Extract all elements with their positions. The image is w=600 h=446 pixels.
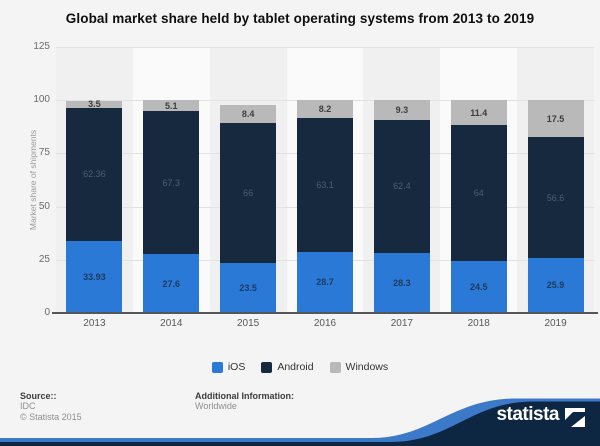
- legend-item-ios[interactable]: iOS: [211, 361, 246, 373]
- bar-label-android-2013: 62.36: [83, 169, 106, 180]
- gridline-125: [56, 47, 594, 48]
- bar-segment-android-2017[interactable]: 62.4: [373, 119, 430, 253]
- bar-label-android-2017: 62.4: [393, 181, 411, 192]
- y-axis-title: Market share of shipments: [28, 129, 38, 231]
- bar-segment-android-2016[interactable]: 63.1: [297, 117, 353, 252]
- bar-segment-ios-2018[interactable]: 24.5: [450, 260, 507, 313]
- bar-label-android-2016: 63.1: [316, 179, 334, 190]
- bar-label-windows-2016: 8.2: [318, 103, 332, 114]
- source-label: Source::: [20, 391, 57, 401]
- legend-label-windows: Windows: [345, 361, 389, 373]
- bar-label-windows-2014: 5.1: [165, 100, 178, 111]
- source-block: Source:: IDC © Statista 2015: [20, 391, 82, 422]
- bar-label-ios-2018: 24.5: [469, 281, 488, 292]
- bar-segment-windows-2016[interactable]: 8.2: [297, 100, 353, 118]
- bar-segment-android-2015[interactable]: 66: [220, 122, 277, 263]
- additional-info-label: Additional Information:: [195, 391, 294, 401]
- y-tick-label-75: 75: [38, 147, 50, 159]
- x-tick-label-2014: 2014: [160, 318, 183, 329]
- bar-label-windows-2019: 17.5: [546, 113, 565, 124]
- y-tick-label-25: 25: [38, 253, 50, 265]
- copyright-text: © Statista 2015: [20, 411, 82, 422]
- legend-swatch-android: [261, 361, 273, 373]
- legend-label-ios: iOS: [227, 361, 246, 373]
- plot-area: 0 25 50 75 100 125 33.93 62.36 3.5 2013 27.6 67.3 5.…: [33, 42, 598, 329]
- y-tick-label-0: 0: [44, 307, 50, 318]
- legend-item-windows[interactable]: Windows: [329, 361, 389, 373]
- bar-segment-ios-2015[interactable]: 23.5: [220, 262, 277, 313]
- bar-segment-android-2018[interactable]: 64: [450, 124, 507, 261]
- source-name: IDC: [20, 401, 36, 411]
- bar-label-ios-2014: 27.6: [162, 278, 181, 289]
- bar-label-ios-2016: 28.7: [316, 277, 334, 288]
- bar-segment-windows-2019[interactable]: 17.5: [527, 100, 584, 138]
- x-tick-label-2018: 2018: [467, 318, 490, 329]
- bar-segment-ios-2019[interactable]: 25.9: [527, 257, 584, 313]
- y-tick-label-100: 100: [33, 94, 50, 106]
- bar-label-ios-2013: 33.93: [83, 271, 106, 282]
- bar-label-windows-2017: 9.3: [395, 105, 409, 116]
- bar-label-ios-2015: 23.5: [239, 282, 257, 293]
- bar-segment-android-2019[interactable]: 56.6: [527, 137, 584, 258]
- bar-label-windows-2015: 8.4: [241, 108, 255, 119]
- bar-label-android-2018: 64: [473, 187, 484, 198]
- bar-segment-android-2013[interactable]: 62.36: [66, 108, 123, 241]
- x-tick-label-2013: 2013: [83, 318, 106, 329]
- bar-label-android-2019: 56.6: [546, 192, 565, 203]
- statista-logo-icon[interactable]: [564, 408, 585, 427]
- bar-segment-ios-2016[interactable]: 28.7: [297, 251, 353, 313]
- x-tick-label-2017: 2017: [390, 318, 413, 329]
- statista-logo-wordmark[interactable]: statista: [496, 404, 559, 425]
- bar-segment-windows-2015[interactable]: 8.4: [220, 104, 277, 123]
- bar-label-windows-2018: 11.4: [470, 107, 488, 118]
- bar-segment-windows-2017[interactable]: 9.3: [373, 100, 430, 120]
- x-tick-label-2019: 2019: [544, 318, 567, 329]
- legend: iOS Android Windows: [0, 361, 600, 373]
- bar-label-ios-2017: 28.3: [393, 277, 411, 288]
- legend-swatch-ios: [211, 361, 223, 373]
- bar-segment-ios-2013[interactable]: 33.93: [66, 240, 123, 313]
- bar-label-android-2014: 67.3: [162, 177, 181, 188]
- additional-info-block: Additional Information: Worldwide: [195, 391, 294, 412]
- bar-label-windows-2013: 3.5: [88, 99, 101, 110]
- bar-segment-ios-2017[interactable]: 28.3: [373, 252, 430, 313]
- bar-segment-ios-2014[interactable]: 27.6: [143, 254, 200, 313]
- x-tick-label-2016: 2016: [313, 318, 337, 329]
- x-tick-label-2015: 2015: [237, 318, 260, 329]
- bar-segment-android-2014[interactable]: 67.3: [143, 111, 200, 255]
- x-axis-line: [52, 312, 598, 314]
- legend-item-android[interactable]: Android: [261, 361, 314, 373]
- y-tick-label-125: 125: [33, 41, 50, 52]
- bar-segment-windows-2013[interactable]: 3.5: [66, 99, 123, 110]
- bar-segment-windows-2014[interactable]: 5.1: [143, 100, 200, 112]
- y-tick-label-50: 50: [38, 200, 50, 212]
- legend-label-android: Android: [277, 361, 314, 373]
- chart-title: Global market share held by tablet opera…: [65, 11, 535, 26]
- bar-label-ios-2019: 25.9: [546, 280, 565, 291]
- additional-info-value: Worldwide: [195, 401, 237, 411]
- bar-segment-windows-2018[interactable]: 11.4: [450, 100, 507, 125]
- bar-label-android-2015: 66: [243, 187, 254, 198]
- legend-swatch-windows: [329, 361, 341, 373]
